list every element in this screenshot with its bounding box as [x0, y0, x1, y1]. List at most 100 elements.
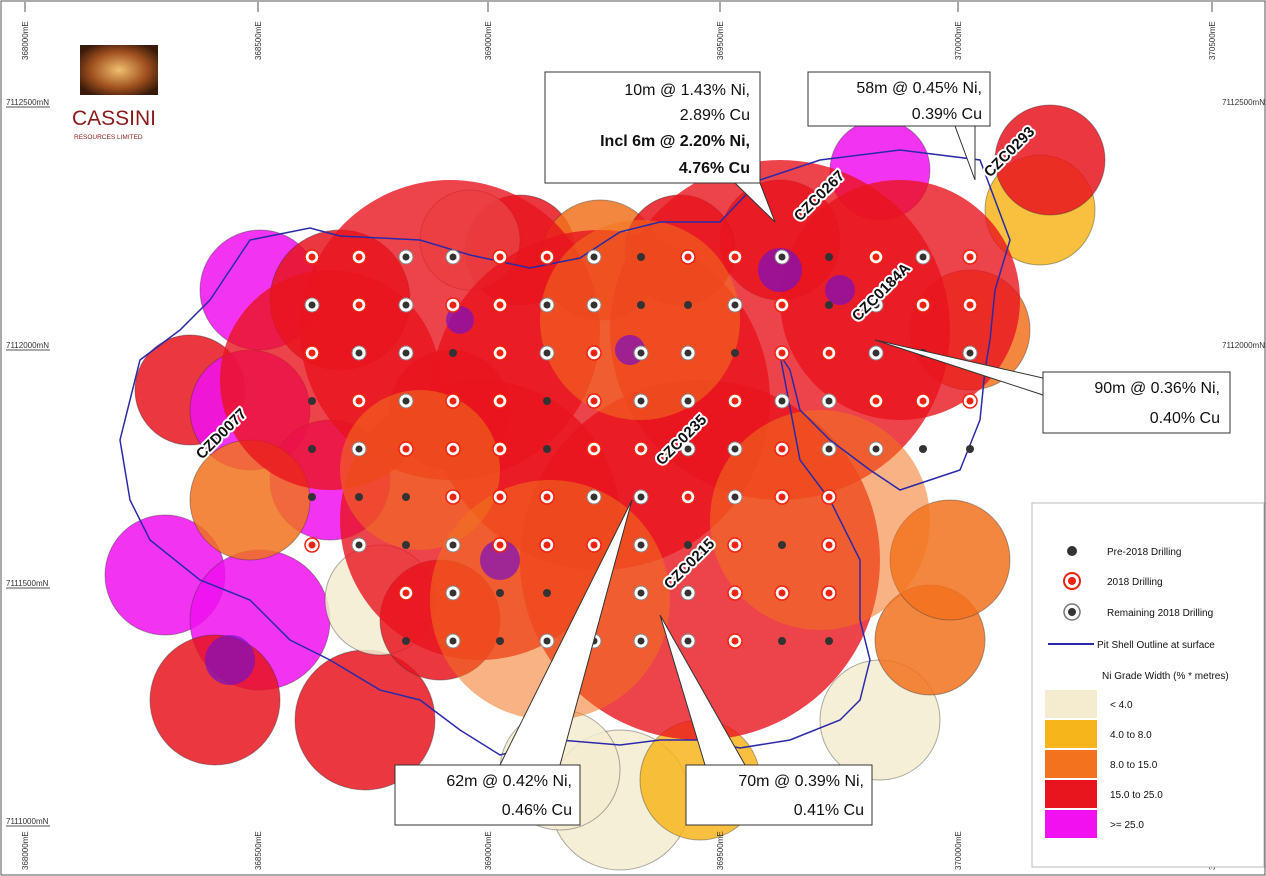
callout-box — [394, 764, 581, 826]
drill-hole — [308, 397, 316, 405]
callout-text: 0.40% Cu — [1150, 410, 1220, 427]
northing-label: 7112500mN — [6, 98, 49, 107]
drill-hole — [872, 445, 880, 453]
grade-blobs — [104, 104, 1106, 871]
drill-hole — [637, 397, 645, 405]
callout-text: 90m @ 0.36% Ni, — [1094, 380, 1220, 397]
grade-blob — [540, 220, 740, 420]
drill-hole — [919, 253, 927, 261]
drill-hole — [637, 637, 645, 645]
drill-hole — [825, 253, 833, 261]
northing-label: 7112000mN — [6, 341, 49, 350]
drill-hole — [590, 301, 598, 309]
drill-hole — [496, 589, 504, 597]
easting-label: 369000mE — [484, 831, 493, 870]
drill-holes — [304, 249, 978, 649]
northing-label: 7111000mN — [6, 817, 49, 826]
drill-hole — [449, 397, 457, 405]
drill-hole — [778, 301, 786, 309]
drill-hole — [637, 349, 645, 357]
drill-hole — [355, 397, 363, 405]
callout-box — [544, 71, 761, 184]
easting-label: 369000mE — [484, 21, 493, 60]
drill-hole — [825, 397, 833, 405]
drill-hole — [496, 349, 504, 357]
drill-hole — [308, 349, 316, 357]
drill-hole — [731, 493, 739, 501]
drill-hole — [966, 349, 974, 357]
callout-text: 2.89% Cu — [680, 107, 750, 124]
drill-hole — [496, 637, 504, 645]
drill-hole — [543, 637, 551, 645]
drill-hole — [496, 541, 504, 549]
legend-label: >= 25.0 — [1110, 820, 1144, 831]
drill-hole — [778, 637, 786, 645]
legend-label: 4.0 to 8.0 — [1110, 730, 1152, 741]
legend-swatch — [1045, 720, 1097, 748]
drill-hole — [543, 301, 551, 309]
legend-title: Ni Grade Width (% * metres) — [1102, 671, 1229, 682]
drill-hole — [825, 445, 833, 453]
drill-hole — [684, 253, 692, 261]
grade-blob — [205, 635, 255, 685]
drill-hole — [590, 349, 598, 357]
grid-labels: 368000mE 368000mE 368500mE 368500mE 369000mE… — [6, 2, 1265, 870]
legend-swatch — [1045, 750, 1097, 778]
callout-text: Incl 6m @ 2.20% Ni, — [600, 133, 750, 150]
drill-hole — [966, 301, 974, 309]
legend-symbol — [1067, 546, 1077, 556]
grade-blob — [446, 306, 474, 334]
drill-hole — [543, 445, 551, 453]
drill-hole — [402, 445, 410, 453]
drill-hole — [637, 493, 645, 501]
drill-hole — [449, 301, 457, 309]
drill-hole — [966, 397, 974, 405]
legend: Pre-2018 Drilling 2018 Drilling Remainin… — [1031, 502, 1265, 868]
drill-hole — [449, 445, 457, 453]
drill-hole — [778, 397, 786, 405]
drill-hole — [402, 301, 410, 309]
drill-hole — [825, 541, 833, 549]
drill-hole — [449, 493, 457, 501]
callouts: 10m @ 1.43% Ni, 2.89% Cu Incl 6m @ 2.20%… — [394, 71, 1231, 826]
drill-hole — [872, 349, 880, 357]
northing-label: 7111500mN — [6, 579, 49, 588]
drill-hole — [449, 349, 457, 357]
easting-label: 368000mE — [21, 831, 30, 870]
drill-hole — [778, 445, 786, 453]
drill-hole — [637, 445, 645, 453]
drill-hole — [402, 349, 410, 357]
drill-hole — [684, 301, 692, 309]
drill-hole — [966, 253, 974, 261]
northing-label: 7112500mN — [1222, 98, 1265, 107]
drill-hole — [449, 637, 457, 645]
drill-hole — [355, 301, 363, 309]
drill-hole — [731, 253, 739, 261]
drill-hole — [684, 397, 692, 405]
legend-swatch — [1045, 690, 1097, 718]
drill-hole — [590, 397, 598, 405]
legend-symbol — [1068, 577, 1076, 585]
logo-name: CASSINI — [72, 107, 156, 130]
drill-hole — [543, 493, 551, 501]
logo-image — [80, 45, 158, 95]
drill-hole — [637, 541, 645, 549]
drill-hole — [778, 493, 786, 501]
logo-subtitle: RESOURCES LIMITED — [74, 134, 143, 141]
drill-hole — [496, 253, 504, 261]
callout-text: 62m @ 0.42% Ni, — [446, 773, 572, 790]
legend-label: Pre-2018 Drilling — [1107, 547, 1181, 558]
drill-hole — [966, 445, 974, 453]
drill-hole — [496, 397, 504, 405]
legend-swatch — [1045, 780, 1097, 808]
legend-label: 15.0 to 25.0 — [1110, 790, 1163, 801]
drill-hole — [919, 445, 927, 453]
drill-hole — [543, 589, 551, 597]
drill-hole — [402, 541, 410, 549]
drill-hole — [402, 493, 410, 501]
drill-hole — [778, 589, 786, 597]
drill-hole — [684, 541, 692, 549]
grade-blob — [430, 480, 670, 720]
drill-hole — [355, 541, 363, 549]
drill-hole — [778, 253, 786, 261]
